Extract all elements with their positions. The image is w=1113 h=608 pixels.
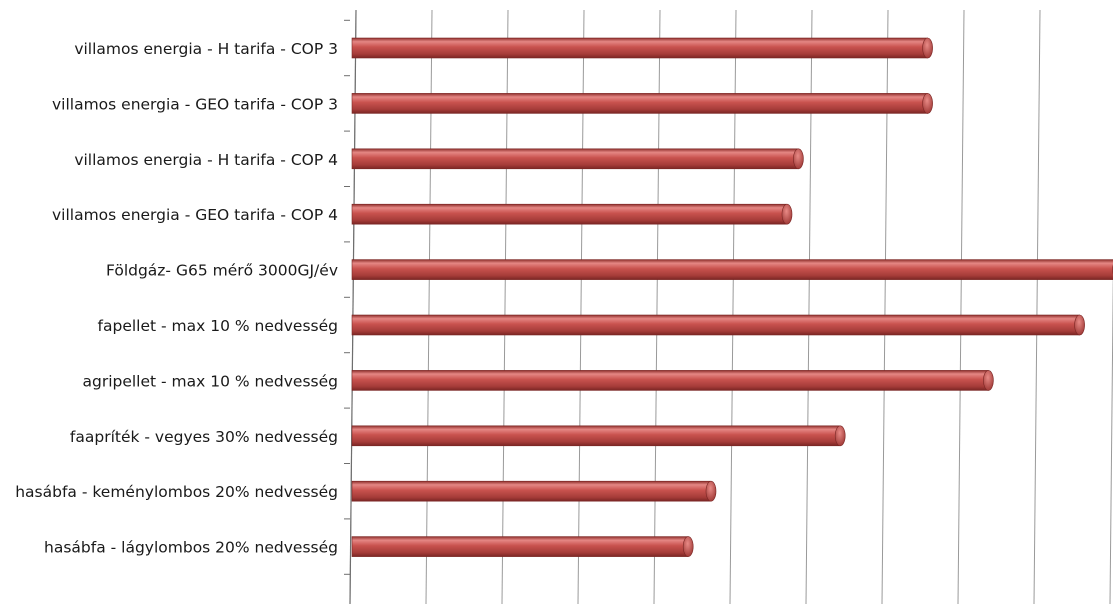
category-label: fapellet - max 10 % nedvesség	[98, 317, 338, 335]
bar	[351, 480, 717, 502]
category-label: hasábfa - keménylombos 20% nedvesség	[15, 483, 338, 501]
category-label: hasábfa - lágylombos 20% nedvesség	[44, 539, 338, 557]
gridline	[1109, 257, 1113, 605]
category-label: villamos energia - H tarifa - COP 3	[74, 40, 338, 58]
grid	[349, 9, 1113, 605]
category-label: villamos energia - GEO tarifa - COP 3	[52, 95, 338, 113]
category-label: agripellet - max 10 % nedvesség	[82, 372, 338, 390]
bars	[351, 37, 1113, 557]
bar	[351, 370, 994, 391]
bar	[351, 37, 933, 59]
category-labels: villamos energia - H tarifa - COP 3 villa…	[15, 40, 338, 557]
bar	[351, 314, 1085, 336]
bar	[351, 536, 694, 557]
bar	[351, 203, 793, 225]
category-label: villamos energia - H tarifa - COP 4	[74, 151, 338, 169]
bar	[351, 259, 1113, 280]
bar	[351, 148, 804, 170]
bar	[351, 93, 933, 114]
category-label: villamos energia - GEO tarifa - COP 4	[52, 206, 338, 224]
gridline	[957, 9, 965, 605]
category-label: Földgáz- G65 mérő 3000GJ/év	[106, 262, 338, 280]
gridline	[1033, 9, 1041, 605]
bar	[351, 425, 846, 447]
category-label: faapríték - vegyes 30% nedvesség	[70, 428, 338, 446]
